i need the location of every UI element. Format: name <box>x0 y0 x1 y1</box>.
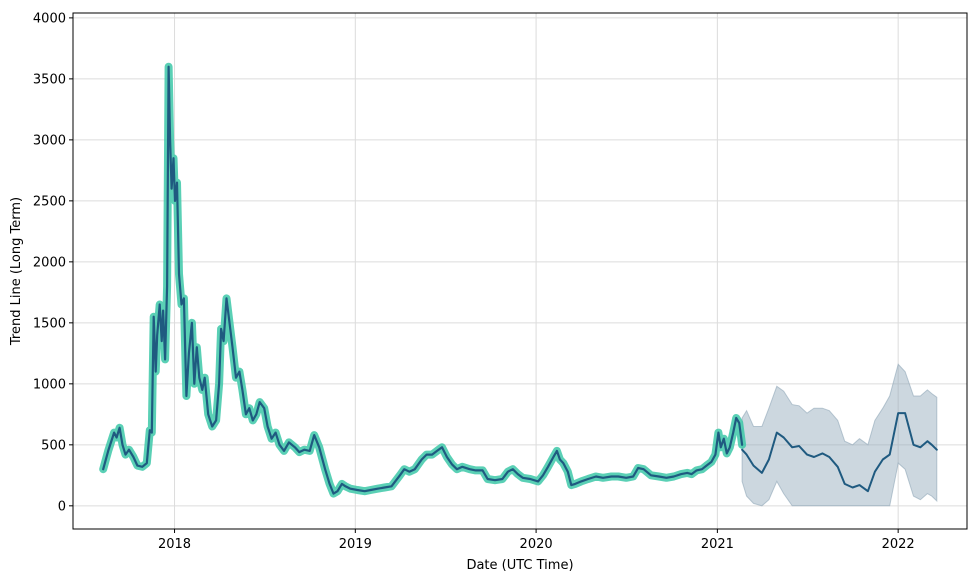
x-axis-label: Date (UTC Time) <box>466 558 573 573</box>
x-axis-ticks: 2018 2019 2020 2021 2022 <box>158 529 915 552</box>
y-tick-label: 1000 <box>33 377 66 392</box>
x-tick-label: 2020 <box>520 537 553 552</box>
historical-glow-line <box>99 62 747 498</box>
forecast-band <box>741 363 938 507</box>
x-tick-label: 2019 <box>339 537 372 552</box>
y-tick-label: 2500 <box>33 194 66 209</box>
y-tick-label: 0 <box>58 499 66 514</box>
plot-frame <box>72 12 968 530</box>
y-axis-ticks: 0 500 1000 1500 2000 2500 3000 3500 4000 <box>33 11 73 514</box>
y-tick-label: 2000 <box>33 255 66 270</box>
y-tick-label: 3000 <box>33 133 66 148</box>
y-tick-label: 1500 <box>33 316 66 331</box>
x-tick-label: 2022 <box>882 537 915 552</box>
x-tick-label: 2018 <box>158 537 191 552</box>
y-tick-label: 500 <box>41 438 66 453</box>
y-tick-label: 4000 <box>33 11 66 26</box>
x-tick-label: 2021 <box>701 537 734 552</box>
forecast-trend-line <box>741 412 938 493</box>
y-tick-label: 3500 <box>33 72 66 87</box>
series-lines <box>99 62 938 498</box>
historical-trend-line <box>102 65 744 495</box>
y-axis-label: Trend Line (Long Term) <box>9 197 24 346</box>
forecast-uncertainty-band <box>741 363 938 507</box>
